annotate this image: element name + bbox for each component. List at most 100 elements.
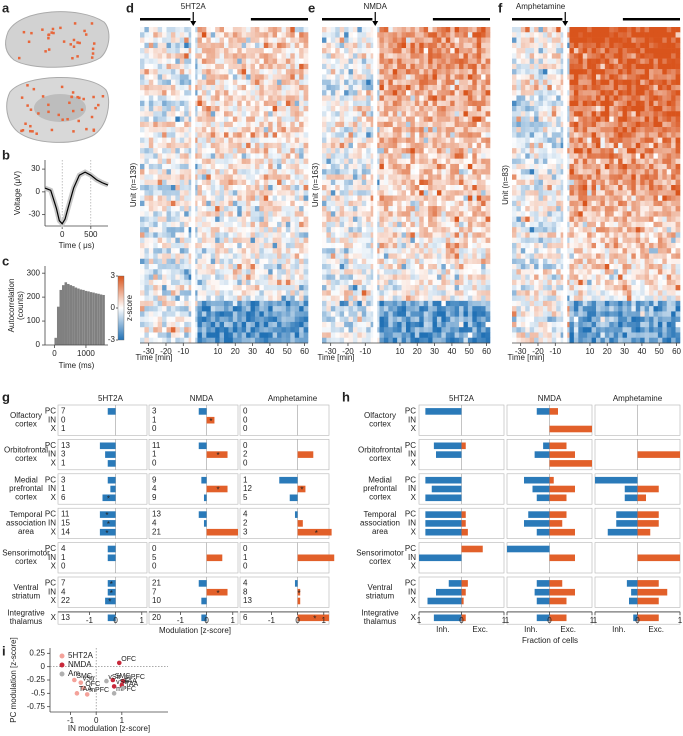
heatmap-cell [379,337,385,344]
heatmap-cell [215,37,220,44]
heatmap-cell [237,253,242,260]
heatmap-cell [401,206,407,212]
heatmap-cell [640,42,645,49]
heatmap-cell [441,248,447,254]
heatmap-cell [303,200,309,207]
heatmap-cell [224,179,229,186]
heatmap-cell [366,106,371,112]
heatmap-cell [436,148,442,154]
electrode-dot [35,132,38,135]
heatmap-cell [600,32,606,38]
heatmap-cell [330,316,336,323]
heatmap-cell [397,132,402,138]
heatmap-cell [277,179,282,186]
heatmap-cell [272,163,278,170]
heatmap-cell [237,79,242,86]
heatmap-cell [459,174,464,181]
histogram-bar [102,294,105,345]
heatmap-cell [388,69,394,75]
heatmap-cell [272,332,278,339]
heatmap-cell [237,106,242,112]
heatmap-cell [188,100,194,107]
heatmap-cell [339,216,345,223]
heatmap-cell [547,42,553,49]
heatmap-cell [436,264,442,270]
heatmap-cell [361,321,367,328]
heatmap-cell [237,137,242,144]
heatmap-cell [401,74,407,80]
heatmap-cell [436,74,442,80]
heatmap-cell [573,53,579,59]
heatmap-cell [201,216,207,223]
heatmap-cell [144,158,150,165]
heatmap-cell [188,332,194,339]
heatmap-cell [210,63,216,70]
heatmap-cell [228,148,234,154]
heatmap-cell [250,153,256,159]
heatmap-cell [401,274,407,281]
heatmap-cell [153,42,158,49]
heatmap-cell [450,248,455,254]
heatmap-cell [294,237,300,244]
heatmap-cell [193,200,198,207]
heatmap-cell [184,142,189,149]
heatmap-cell [294,311,300,317]
heatmap-cell [450,316,455,323]
heatmap-cell [170,148,176,154]
heatmap-cell [401,221,407,228]
heatmap-cell [388,264,394,270]
heatmap-cell [246,42,251,49]
heatmap-cell [366,90,371,96]
heatmap-cell [551,32,557,38]
heatmap-cell [175,327,181,333]
heatmap-cell [219,95,225,102]
colorbar-tick-label: -3 [108,335,116,344]
heatmap-cell [392,174,398,181]
heatmap-cell [263,111,269,117]
heatmap-cell [459,258,464,265]
heatmap-cell [162,258,167,265]
heatmap-cell [166,190,172,196]
heatmap-cell [339,84,345,91]
heatmap-cell [322,327,327,333]
heatmap-cell [445,290,451,296]
heatmap-cell [166,116,172,123]
heatmap-cell [197,327,203,333]
heatmap-cell [450,174,455,181]
heatmap-cell [170,53,176,59]
heatmap-cell [481,137,486,144]
heatmap-cell [175,206,181,212]
heatmap-cell [148,337,154,344]
heatmap-cell [485,327,491,333]
heatmap-cell [250,221,256,228]
heatmap-cell [215,206,220,212]
heatmap-cell [157,37,163,44]
heatmap-cell [423,69,429,75]
heatmap-cell [277,190,282,196]
heatmap-cell [357,121,363,128]
heatmap-cell [228,316,234,323]
heatmap-cell [529,42,535,49]
heatmap-cell [481,169,486,175]
heatmap-cell [352,253,358,260]
heatmap-cell [197,37,203,44]
heatmap-cell [370,321,376,328]
heatmap-cell [339,316,345,323]
heatmap-cell [241,321,247,328]
heatmap-cell [215,306,220,312]
electrode-dot [44,50,47,53]
heatmap-cell [219,274,225,281]
heatmap-cell [259,137,265,144]
heatmap-cell [459,242,464,249]
heatmap-cell [463,195,469,202]
heatmap-cell [344,190,349,196]
heatmap-cell [472,258,478,265]
heatmap-cell [410,211,416,217]
heatmap-cell [201,163,207,170]
heatmap-cell [153,58,158,65]
heatmap-cell [375,37,380,44]
heatmap-cell [406,106,411,112]
heatmap-cell [254,116,260,123]
heatmap-cell [441,127,447,133]
heatmap-cell [397,121,402,128]
